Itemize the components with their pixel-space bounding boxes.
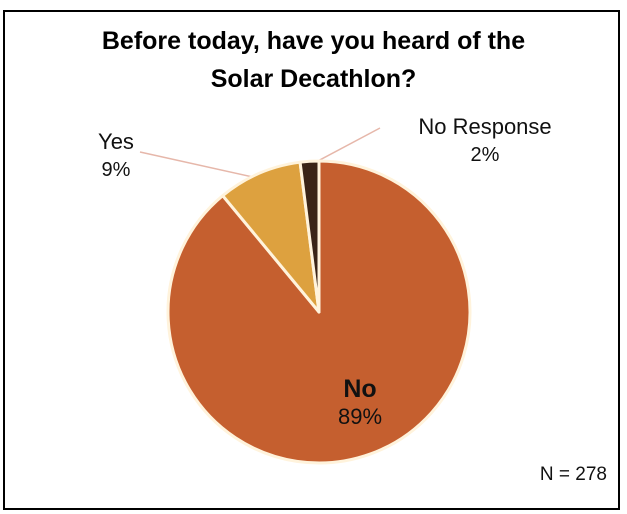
slice-label-no: No 89% bbox=[300, 375, 420, 431]
slice-percent-no: 89% bbox=[337, 404, 383, 429]
leader-lines bbox=[139, 127, 381, 180]
leader-line-yes bbox=[139, 151, 262, 180]
slice-label-no-response: No Response 2% bbox=[385, 113, 585, 169]
chart-title: Before today, have you heard of the Sola… bbox=[0, 22, 627, 98]
slice-name-no: No bbox=[343, 375, 377, 403]
chart-title-line-2: Solar Decathlon? bbox=[210, 65, 417, 93]
pie-slice-yes bbox=[221, 160, 321, 314]
chart-title-line-1: Before today, have you heard of the bbox=[101, 27, 526, 55]
slice-name-no-response: No Response bbox=[418, 114, 552, 139]
sample-size-note: N = 278 bbox=[539, 464, 607, 485]
leader-line-no-response bbox=[309, 127, 381, 166]
slice-name-yes: Yes bbox=[98, 129, 134, 154]
pie-slice-no bbox=[166, 159, 472, 465]
slice-percent-no-response: 2% bbox=[470, 144, 500, 166]
slice-label-yes: Yes 9% bbox=[76, 128, 156, 184]
slice-percent-yes: 9% bbox=[101, 159, 131, 181]
pie-slices bbox=[166, 159, 472, 465]
pie-slice-no-response bbox=[298, 159, 321, 314]
